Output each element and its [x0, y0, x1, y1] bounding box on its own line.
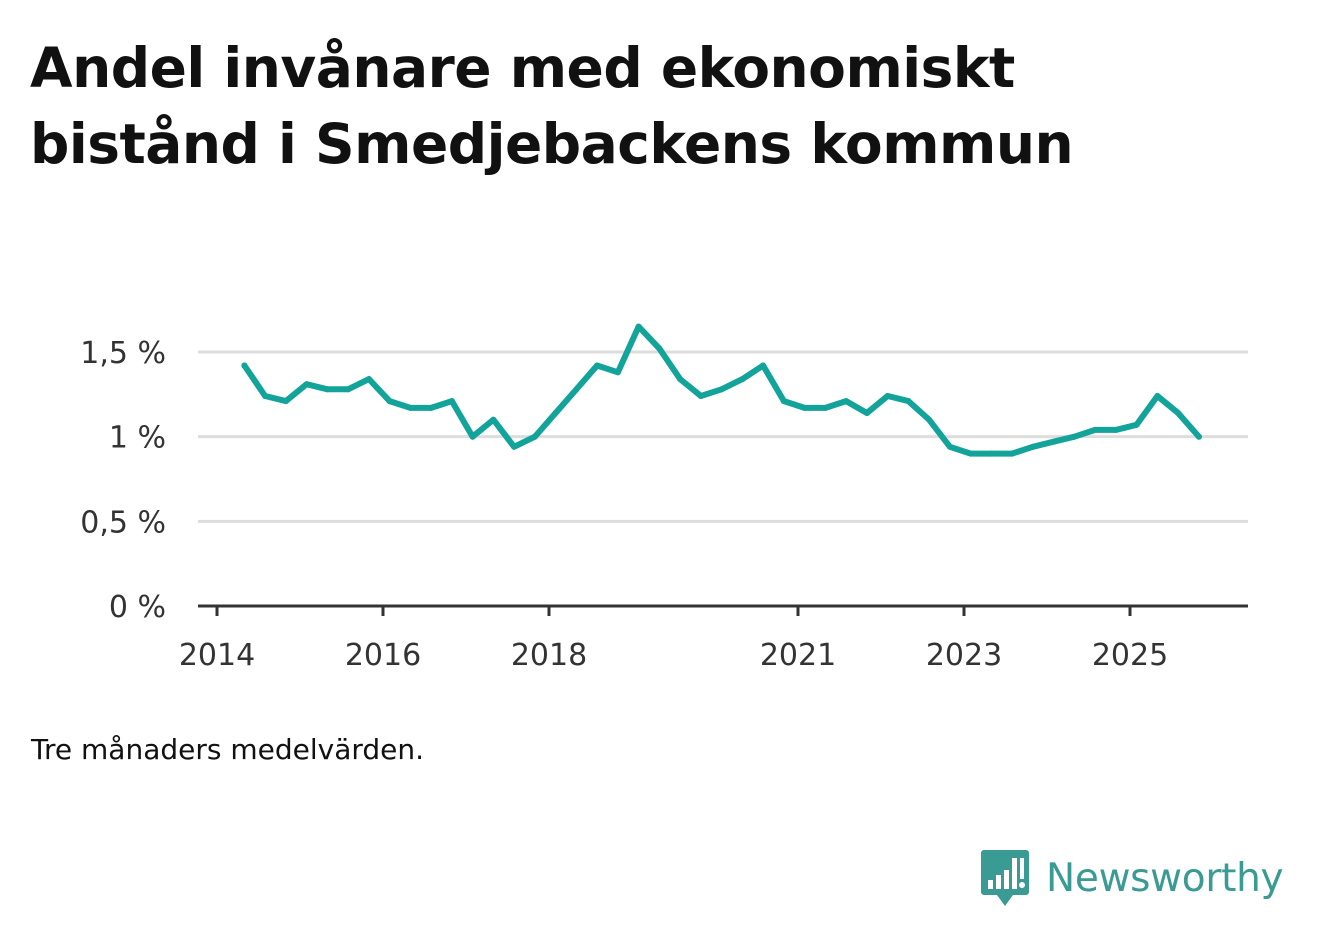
data-point	[1092, 426, 1099, 433]
data-point	[656, 345, 663, 352]
data-point	[303, 381, 310, 388]
data-point	[386, 398, 393, 405]
y-tick-label: 1 %	[109, 421, 166, 456]
data-point	[843, 398, 850, 405]
data-point	[614, 369, 621, 376]
data-point	[241, 362, 248, 369]
series-layer	[241, 323, 1202, 457]
data-point	[988, 450, 995, 457]
y-tick-label: 0 %	[109, 590, 166, 625]
data-point	[1029, 443, 1036, 450]
x-tick-label: 2023	[926, 638, 1002, 673]
data-point	[822, 404, 829, 411]
line-chart: 0 % 0,5 % 1 % 1,5 % 2014 2016 2018 2021 2023 202…	[80, 323, 1248, 673]
brand-name: Newsworthy	[1046, 856, 1284, 901]
chart-title: Andel invånare med ekonomiskt bistånd i …	[30, 30, 1230, 182]
data-point	[552, 410, 559, 416]
data-point	[1154, 393, 1161, 399]
chart-title-line-2: bistånd i Smedjebackens kommun	[30, 112, 1074, 176]
data-point	[365, 376, 372, 383]
data-point	[1009, 450, 1016, 457]
data-point	[1195, 433, 1202, 440]
brand[interactable]: Newsworthy	[980, 848, 1284, 910]
data-point	[967, 450, 974, 457]
data-point	[1071, 433, 1078, 440]
data-point	[1175, 410, 1182, 416]
y-tick-label: 0,5 %	[80, 505, 166, 540]
x-tick-label: 2025	[1092, 638, 1168, 673]
data-point	[1112, 426, 1119, 433]
data-point	[324, 386, 331, 393]
data-point	[490, 416, 497, 423]
x-tick-label: 2021	[760, 638, 836, 673]
data-point	[884, 393, 891, 399]
data-point	[635, 323, 642, 330]
data-point	[718, 386, 725, 393]
data-point	[926, 416, 933, 423]
data-point	[780, 398, 787, 405]
footnote: Tre månaders medelvärden.	[31, 733, 425, 766]
data-point	[905, 398, 912, 405]
data-point	[863, 410, 870, 416]
data-point	[345, 386, 352, 393]
data-point	[1050, 438, 1057, 445]
x-tick-label: 2016	[345, 638, 421, 673]
data-point	[697, 393, 704, 399]
newsworthy-logo-icon	[981, 850, 1029, 906]
data-point	[1133, 421, 1140, 428]
data-point	[946, 443, 953, 450]
y-tick-label: 1,5 %	[80, 336, 166, 371]
data-point	[739, 376, 746, 383]
data-point	[594, 362, 601, 369]
chart-title-line-1: Andel invånare med ekonomiskt	[30, 36, 1015, 100]
data-point	[428, 404, 435, 411]
data-point	[801, 404, 808, 411]
x-tick-label: 2018	[511, 638, 587, 673]
data-point	[760, 362, 767, 369]
data-point	[282, 398, 289, 405]
data-point	[511, 443, 518, 450]
data-point	[677, 376, 684, 383]
data-point	[531, 433, 538, 440]
y-tick-labels: 0 % 0,5 % 1 % 1,5 %	[80, 336, 166, 625]
data-point	[262, 393, 269, 399]
data-point	[469, 433, 476, 440]
x-tick-label: 2014	[179, 638, 255, 673]
data-point	[573, 386, 580, 393]
x-axis	[198, 604, 1248, 616]
data-point	[448, 398, 455, 405]
x-tick-labels: 2014 2016 2018 2021 2023 2025	[179, 638, 1168, 673]
data-point	[407, 404, 414, 411]
grid-lines	[198, 350, 1248, 523]
